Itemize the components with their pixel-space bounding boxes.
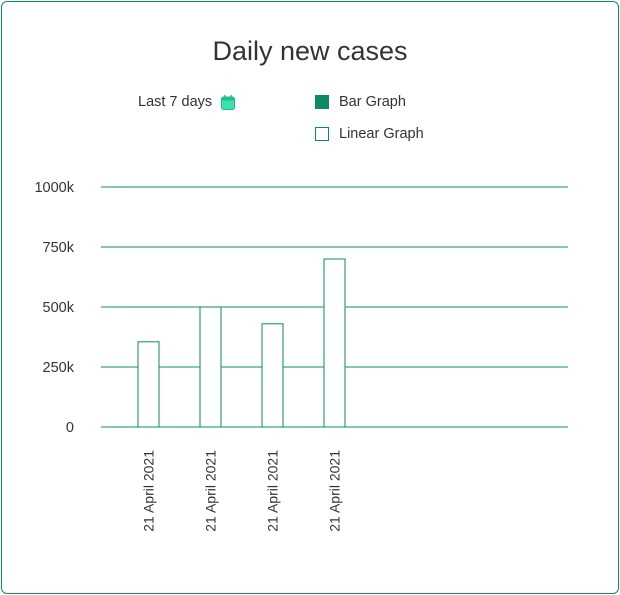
x-tick-label: 21 April 2021 — [141, 450, 157, 532]
y-tick-label: 750k — [43, 240, 75, 256]
period-selector[interactable]: Last 7 days — [138, 94, 236, 110]
legend-swatch-filled — [315, 95, 329, 109]
y-tick-label: 1000k — [34, 180, 74, 196]
legend-label: Bar Graph — [339, 94, 406, 110]
calendar-icon[interactable] — [221, 94, 236, 110]
x-tick-label: 21 April 2021 — [265, 450, 281, 532]
chart-title: Daily new cases — [212, 36, 408, 66]
y-tick-label: 500k — [43, 300, 75, 316]
bar — [323, 258, 346, 428]
bar — [137, 341, 160, 428]
y-tick-label: 0 — [66, 420, 74, 436]
legend-item-linear-graph[interactable]: Linear Graph — [315, 125, 424, 143]
legend-item-bar-graph[interactable]: Bar Graph — [315, 93, 424, 111]
x-tick-label: 21 April 2021 — [327, 450, 343, 532]
legend-label: Linear Graph — [339, 126, 424, 142]
x-tick-label: 21 April 2021 — [203, 450, 219, 532]
bar — [199, 306, 222, 428]
chart-legend: Bar Graph Linear Graph — [315, 93, 424, 157]
y-tick-label: 250k — [43, 360, 75, 376]
legend-swatch-hollow — [315, 127, 329, 141]
bar — [261, 323, 284, 428]
period-label: Last 7 days — [138, 94, 213, 110]
